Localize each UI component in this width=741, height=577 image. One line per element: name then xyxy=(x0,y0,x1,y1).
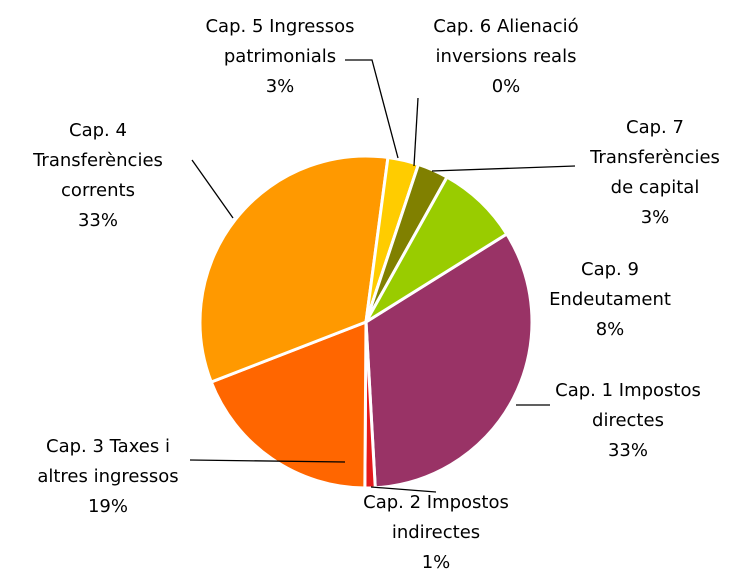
value-label: 33% xyxy=(77,210,118,231)
category-label: Cap. 1 Impostos directes xyxy=(555,380,701,431)
leader-line xyxy=(189,459,346,463)
slice-label: Cap. 4 Transferències corrents 33% xyxy=(23,116,173,236)
pie-slice xyxy=(364,175,509,324)
leader-line xyxy=(413,97,419,167)
slice-label: Cap. 5 Ingressos patrimonials 3% xyxy=(188,12,373,102)
category-label: Cap. 9 Endeutament xyxy=(549,259,671,310)
value-label: 3% xyxy=(640,207,670,228)
pie-slice xyxy=(209,319,368,490)
leader-line xyxy=(191,159,234,219)
pie-slice xyxy=(198,154,390,384)
slice-label: Cap. 2 Impostos indirectes 1% xyxy=(341,488,531,577)
value-label: 0% xyxy=(491,76,521,97)
category-label: Cap. 2 Impostos indirectes xyxy=(363,492,509,543)
slice-label: Cap. 3 Taxes i altres ingressos 19% xyxy=(23,432,193,522)
category-label: Cap. 3 Taxes i altres ingressos xyxy=(37,436,179,487)
slice-label: Cap. 9 Endeutament 8% xyxy=(545,255,675,345)
value-label: 8% xyxy=(595,319,625,340)
value-label: 33% xyxy=(607,440,648,461)
slice-label: Cap. 1 Impostos directes 33% xyxy=(536,376,721,466)
leader-line xyxy=(370,486,437,493)
category-label: Cap. 7 Transferències de capital xyxy=(590,117,720,198)
slice-label: Cap. 6 Alienació inversions reals 0% xyxy=(414,12,599,102)
value-label: 1% xyxy=(421,552,451,573)
category-label: Cap. 5 Ingressos patrimonials xyxy=(205,16,355,67)
leader-line xyxy=(345,59,399,159)
value-label: 3% xyxy=(265,76,295,97)
value-label: 19% xyxy=(87,496,128,517)
slice-label: Cap. 7 Transferències de capital 3% xyxy=(580,113,730,233)
category-label: Cap. 4 Transferències corrents xyxy=(33,120,163,201)
category-label: Cap. 6 Alienació inversions reals xyxy=(433,16,579,67)
leader-line xyxy=(431,165,576,172)
